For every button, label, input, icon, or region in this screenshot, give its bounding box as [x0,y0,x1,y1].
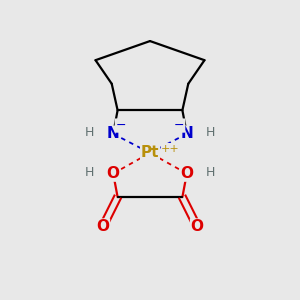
Text: H: H [206,166,215,179]
Text: N: N [107,126,120,141]
Text: O: O [107,166,120,181]
Text: −: − [174,119,185,132]
Text: O: O [180,166,193,181]
Text: Pt: Pt [141,146,159,160]
Text: H: H [85,126,94,140]
Text: H: H [85,166,94,179]
Text: −: − [115,119,126,132]
Text: H: H [206,126,215,140]
Text: O: O [96,219,110,234]
Text: ++: ++ [161,143,180,154]
Text: O: O [190,219,204,234]
Text: N: N [180,126,193,141]
